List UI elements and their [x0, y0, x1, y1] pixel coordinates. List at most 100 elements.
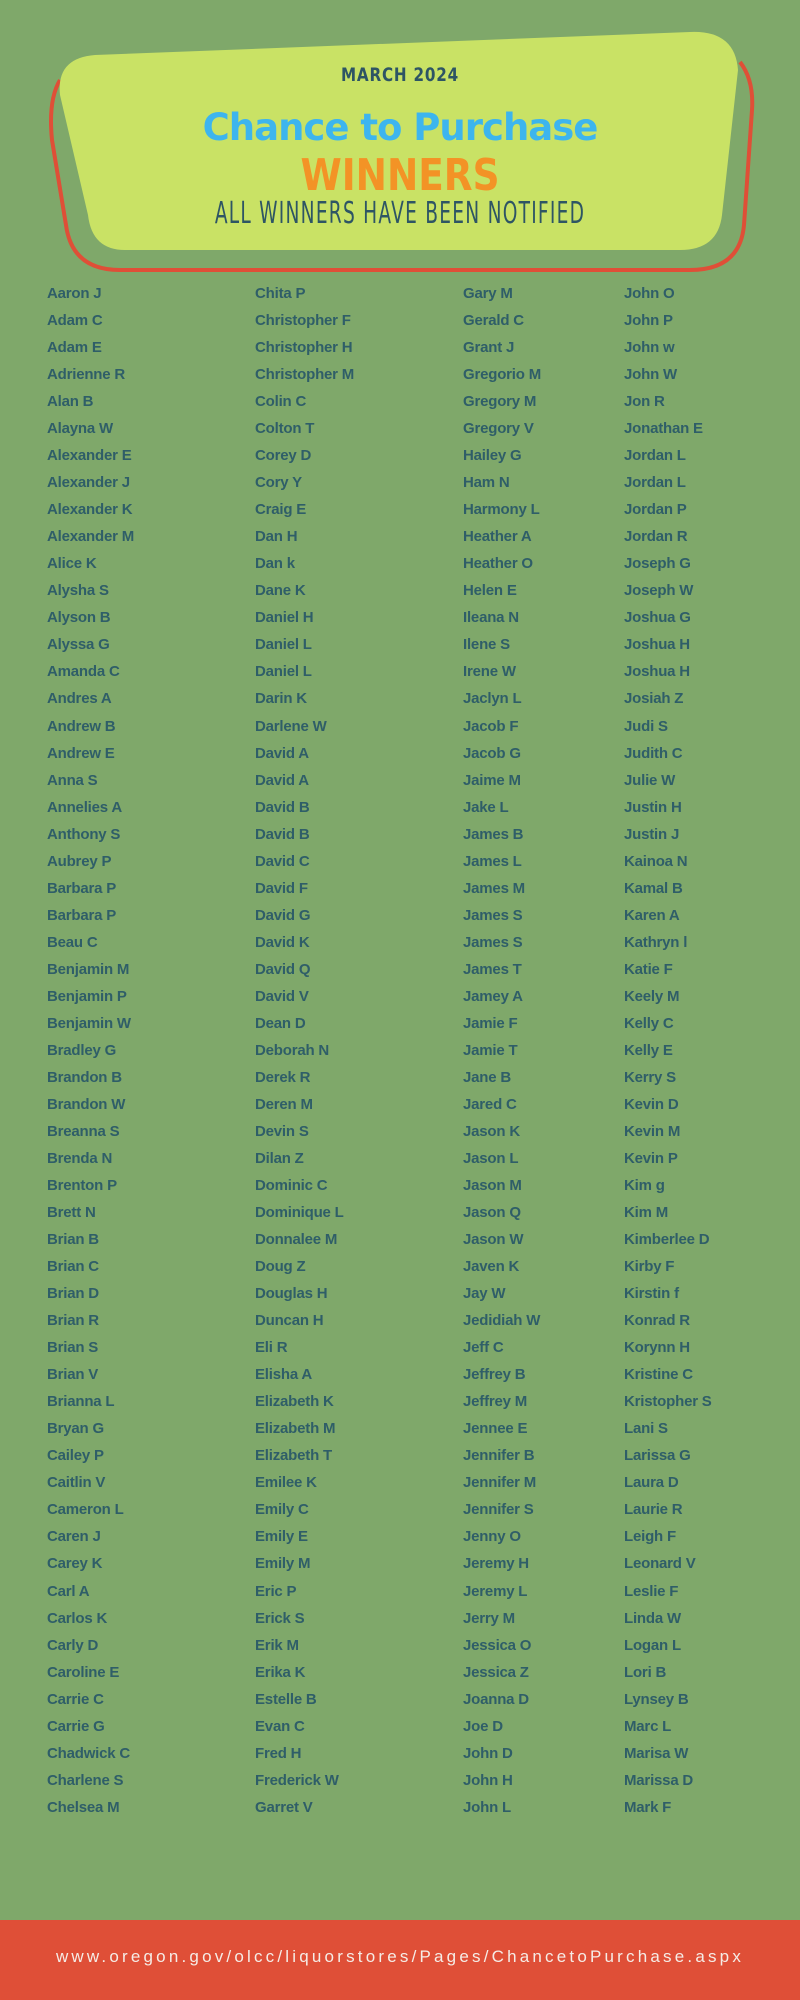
- winner-name: Adrienne R: [47, 366, 126, 384]
- winner-name: Deborah N: [255, 1041, 330, 1059]
- winner-name: Carrie G: [47, 1717, 105, 1735]
- winner-name: Doug Z: [255, 1258, 306, 1276]
- winner-name: Erik M: [255, 1636, 299, 1654]
- winner-name: Brett N: [47, 1204, 96, 1222]
- winner-name: Dan H: [255, 528, 298, 546]
- winner-name: Jedidiah W: [463, 1312, 541, 1330]
- winner-name: Brian C: [47, 1258, 99, 1276]
- winner-name: Jay W: [463, 1285, 506, 1303]
- winner-name: Jonathan E: [624, 420, 703, 438]
- winner-name: Darlene W: [255, 717, 327, 735]
- winner-name: Alysha S: [47, 582, 109, 600]
- winner-name: Linda W: [624, 1609, 681, 1627]
- winner-name: Brenda N: [47, 1150, 113, 1167]
- winner-name: Bradley G: [47, 1041, 117, 1059]
- winner-name: Mark F: [624, 1798, 672, 1816]
- winner-name: James L: [463, 852, 522, 870]
- winner-name: Colin C: [255, 393, 307, 411]
- winner-name: Keely M: [624, 987, 680, 1005]
- winner-name: Dominic C: [255, 1177, 328, 1195]
- winner-name: Kerry S: [624, 1068, 676, 1086]
- winner-name: Jon R: [624, 393, 665, 411]
- winners-column-2: Chita P Christopher F Christopher H Christo…: [255, 280, 354, 1821]
- winner-name: Chelsea M: [47, 1798, 120, 1816]
- winner-name: Devin S: [255, 1122, 309, 1140]
- winners-column-1: Aaron J Adam C Adam E Adrienne R Alan B Alayn…: [47, 280, 134, 1821]
- winner-name: Elizabeth K: [255, 1393, 334, 1411]
- winner-name: Jeff C: [463, 1339, 504, 1357]
- winner-name: Anna S: [47, 771, 98, 789]
- winner-name: Corey D: [255, 447, 312, 465]
- winner-name: Marc L: [624, 1717, 672, 1735]
- winner-name: John L: [463, 1798, 511, 1816]
- winner-name: Dane K: [255, 582, 306, 600]
- winner-name: James S: [463, 933, 523, 951]
- winner-name: Brian S: [47, 1339, 99, 1357]
- header-banner: [49, 31, 755, 272]
- winner-name: James S: [463, 906, 523, 924]
- winner-name: Javen K: [463, 1258, 520, 1276]
- winner-name: Grant J: [463, 339, 515, 357]
- winner-name: Lynsey B: [624, 1690, 689, 1708]
- winner-name: Jennifer S: [463, 1501, 534, 1519]
- winner-name: Gary M: [463, 285, 513, 302]
- winner-name: Marisa W: [624, 1744, 689, 1762]
- winner-name: Evan C: [255, 1717, 305, 1735]
- winner-name: Kevin P: [624, 1150, 678, 1167]
- winner-name: Alexander K: [47, 501, 133, 519]
- winner-name: Carlos K: [47, 1609, 108, 1627]
- winner-name: Alyssa G: [47, 636, 110, 654]
- winner-name: Chadwick C: [47, 1744, 131, 1762]
- winner-name: Kim g: [624, 1177, 665, 1195]
- winner-name: Alan B: [47, 393, 94, 411]
- footer-url-link[interactable]: www.oregon.gov/olcc/liquorstores/Pages/C…: [55, 1947, 745, 1966]
- winner-name: Hailey G: [463, 447, 522, 465]
- winner-name: Alexander J: [47, 474, 130, 492]
- winner-name: Emilee K: [255, 1474, 317, 1492]
- winner-name: Carrie C: [47, 1690, 104, 1708]
- winner-name: Julie W: [624, 771, 676, 789]
- winner-name: Caroline E: [47, 1663, 120, 1681]
- banner-shape: [59, 31, 738, 251]
- month-label: MARCH 2024: [340, 64, 460, 86]
- winner-name: Leslie F: [624, 1582, 679, 1600]
- winner-name: Jennifer M: [463, 1474, 537, 1492]
- winner-name: Jenny O: [463, 1528, 521, 1546]
- winner-name: Brian B: [47, 1231, 99, 1249]
- winner-name: Andrew B: [47, 717, 116, 735]
- winner-name: John w: [624, 339, 675, 357]
- winner-name: Christopher H: [255, 339, 353, 357]
- winner-name: Jared C: [463, 1095, 517, 1113]
- winner-name: Elizabeth M: [255, 1420, 336, 1438]
- winner-name: Brian R: [47, 1312, 99, 1330]
- winners-column-4: John O John P John w John W Jon R Jonathan E J…: [624, 280, 712, 1821]
- winner-name: Andrew E: [47, 744, 115, 762]
- winner-name: Jason K: [463, 1122, 520, 1140]
- winner-name: Benjamin P: [47, 987, 127, 1005]
- winner-name: Garret V: [255, 1798, 313, 1816]
- footer-bar: www.oregon.gov/olcc/liquorstores/Pages/C…: [0, 1920, 800, 2000]
- winner-name: Jerry M: [463, 1609, 515, 1627]
- winner-name: Jeremy L: [463, 1582, 528, 1600]
- winner-name: Marissa D: [624, 1771, 694, 1789]
- winner-name: Jason Q: [463, 1204, 521, 1222]
- winner-name: Emily C: [255, 1501, 309, 1519]
- winner-name: Jamie T: [463, 1041, 518, 1059]
- winner-name: Aaron J: [47, 285, 102, 302]
- winner-name: Annelies A: [47, 798, 122, 816]
- winner-name: John W: [624, 366, 677, 384]
- winner-name: Dominique L: [255, 1204, 344, 1222]
- winner-name: Anthony S: [47, 825, 121, 843]
- winner-name: Kevin M: [624, 1122, 681, 1140]
- winner-name: Charlene S: [47, 1771, 124, 1789]
- winner-name: Alexander E: [47, 447, 132, 465]
- winner-name: Brian D: [47, 1285, 99, 1303]
- page-title: Chance to Purchase: [202, 106, 599, 149]
- winner-name: Kathryn l: [624, 933, 688, 951]
- winner-name: Breanna S: [47, 1122, 120, 1140]
- winner-name: Kirstin f: [624, 1285, 679, 1303]
- winner-name: Kelly E: [624, 1041, 673, 1059]
- winner-name: Adam C: [47, 312, 103, 330]
- winner-name: Jennifer B: [463, 1447, 535, 1465]
- winner-name: John P: [624, 312, 673, 330]
